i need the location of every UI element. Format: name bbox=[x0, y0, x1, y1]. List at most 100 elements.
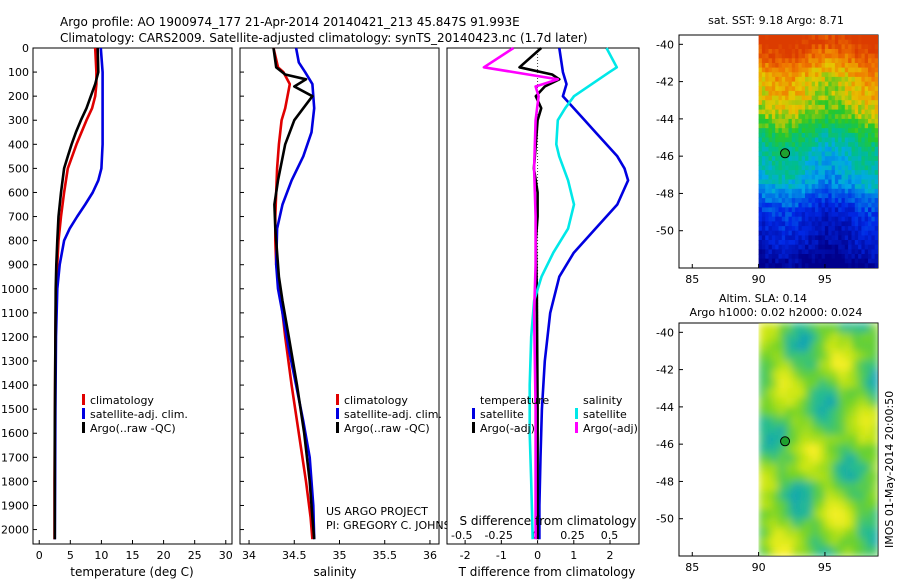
header-line-2: Climatology: CARS2009. Satellite-adjuste… bbox=[60, 31, 588, 45]
sla-cell bbox=[858, 378, 866, 389]
sst-cell bbox=[781, 212, 786, 218]
sst-cell bbox=[781, 95, 786, 101]
sst-cell bbox=[778, 72, 783, 78]
sst-cell bbox=[871, 249, 876, 255]
sla-cell bbox=[771, 546, 779, 556]
sst-cell bbox=[868, 123, 872, 129]
sst-cell bbox=[841, 226, 846, 232]
sst-cell bbox=[838, 132, 842, 139]
sst-cell bbox=[821, 100, 826, 106]
sst-cell bbox=[851, 81, 856, 87]
sst-cell bbox=[808, 104, 813, 111]
sst-cell bbox=[801, 81, 806, 87]
sst-cell bbox=[848, 160, 852, 166]
sst-cell bbox=[778, 249, 783, 255]
sst-cell bbox=[791, 63, 796, 69]
sst-cell bbox=[821, 137, 826, 143]
sst-cell bbox=[791, 226, 796, 232]
sst-cell bbox=[771, 263, 776, 268]
sst-cell bbox=[798, 35, 803, 41]
sst-cell bbox=[854, 165, 859, 171]
sst-cell bbox=[831, 63, 836, 69]
sst-cell bbox=[811, 63, 816, 69]
sla-cell bbox=[805, 509, 813, 520]
sst-cell bbox=[858, 35, 862, 41]
sst-cell bbox=[841, 118, 846, 125]
sla-cell bbox=[785, 537, 793, 548]
sla-cell bbox=[758, 462, 766, 473]
sst-cell bbox=[838, 258, 842, 264]
salinity-tick-label: 34 bbox=[242, 549, 256, 562]
sst-cell bbox=[854, 142, 859, 148]
legend-swatch-satellite bbox=[82, 408, 85, 419]
sst-cell bbox=[771, 165, 776, 171]
sst-cell bbox=[771, 137, 776, 143]
sla-cell bbox=[844, 546, 852, 556]
sst-cell bbox=[791, 109, 796, 115]
sla-cell bbox=[844, 481, 852, 492]
sst-cell bbox=[815, 221, 819, 227]
depth-tick-label: 1800 bbox=[1, 475, 29, 488]
sst-cell bbox=[801, 258, 806, 264]
sst-cell bbox=[791, 263, 796, 268]
sst-cell bbox=[834, 240, 839, 246]
sst-cell bbox=[858, 235, 862, 241]
temperature-tick-label: 25 bbox=[188, 549, 202, 562]
sla-cell bbox=[838, 509, 846, 520]
sst-cell bbox=[805, 72, 809, 78]
sst-cell bbox=[854, 72, 859, 78]
salinity-tick-label: 34.5 bbox=[282, 549, 307, 562]
sst-cell bbox=[765, 63, 769, 69]
sst-cell bbox=[785, 230, 789, 236]
sst-cell bbox=[861, 81, 866, 87]
sst-cell bbox=[844, 198, 849, 204]
sla-cell bbox=[818, 462, 826, 473]
sst-cell bbox=[861, 142, 866, 148]
sst-cell bbox=[758, 63, 763, 69]
sst-cell bbox=[838, 86, 842, 92]
sst-cell bbox=[765, 114, 769, 120]
sst-cell bbox=[858, 72, 862, 78]
sst-cell bbox=[805, 235, 809, 241]
sst-cell bbox=[824, 230, 829, 236]
sst-cell bbox=[805, 58, 809, 64]
sst-cell bbox=[815, 212, 819, 218]
sst-cell bbox=[854, 53, 859, 59]
sst-cell bbox=[765, 53, 769, 59]
sst-cell bbox=[834, 49, 839, 55]
sst-cell bbox=[801, 184, 806, 190]
sst-cell bbox=[868, 81, 872, 87]
sst-cell bbox=[848, 90, 852, 97]
sst-cell bbox=[818, 193, 823, 199]
sst-cell bbox=[858, 142, 862, 148]
sst-cell bbox=[871, 184, 876, 190]
sst-cell bbox=[791, 81, 796, 87]
sst-cell bbox=[821, 81, 826, 87]
sst-cell bbox=[871, 216, 876, 222]
sst-cell bbox=[824, 151, 829, 157]
sst-cell bbox=[868, 226, 872, 232]
sla-cell bbox=[778, 406, 786, 417]
sst-cell bbox=[844, 86, 849, 92]
sst-cell bbox=[874, 128, 878, 134]
sst-cell bbox=[771, 118, 776, 125]
sst-cell bbox=[791, 132, 796, 139]
sst-cell bbox=[831, 58, 836, 64]
sst-cell bbox=[805, 146, 809, 152]
sla-cell bbox=[778, 528, 786, 538]
sst-cell bbox=[765, 67, 769, 73]
sst-cell bbox=[768, 156, 773, 162]
sst-cell bbox=[874, 170, 878, 176]
sla-cell bbox=[831, 444, 839, 454]
sst-cell bbox=[824, 128, 829, 134]
sst-cell bbox=[811, 202, 816, 208]
sst-cell bbox=[765, 165, 769, 171]
sst-cell bbox=[798, 76, 803, 83]
sla-cell bbox=[858, 453, 866, 464]
sst-cell bbox=[801, 35, 806, 41]
sla-map-subtitle: Argo h1000: 0.02 h2000: 0.024 bbox=[690, 306, 863, 319]
sst-cell bbox=[778, 63, 783, 69]
sst-cell bbox=[795, 254, 799, 260]
sst-cell bbox=[841, 254, 846, 260]
sla-cell bbox=[831, 490, 839, 501]
